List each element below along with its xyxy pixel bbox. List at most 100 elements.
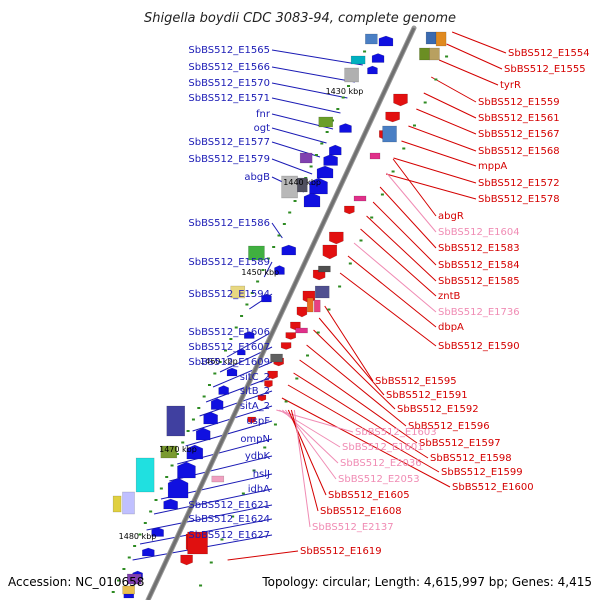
gene-label-right: SbBS512_E1578 bbox=[478, 194, 560, 205]
gene-label-center: SbBS512_E2036 bbox=[340, 458, 422, 469]
leader-line bbox=[299, 359, 418, 444]
minus-strand-gene bbox=[210, 398, 224, 410]
gene-label-left: ogt bbox=[254, 123, 270, 134]
leader-line bbox=[153, 488, 273, 515]
minus-strand-gene bbox=[274, 265, 285, 275]
gene-label-center: SbBS512_E1601 bbox=[342, 442, 424, 453]
leader-line bbox=[408, 125, 477, 152]
gene-label-left: SbBS512_E1594 bbox=[188, 289, 270, 300]
gene-label-left: SbBS512_E1577 bbox=[188, 137, 270, 148]
minus-strand-gene bbox=[378, 35, 394, 47]
leader-line bbox=[276, 409, 354, 433]
plus-strand-gene bbox=[329, 231, 344, 245]
minus-strand-gene bbox=[151, 527, 164, 537]
leader-line bbox=[392, 158, 437, 217]
gene-label-right: SbBS512_E1600 bbox=[452, 482, 534, 493]
gene-label-left: ydbK bbox=[245, 451, 271, 462]
minus-strand-gene bbox=[163, 498, 178, 510]
minus-strand-gene bbox=[323, 154, 338, 166]
leader-line bbox=[324, 305, 374, 382]
genome-summary-text: Topology: circular; Length: 4,615,997 bp… bbox=[261, 575, 592, 589]
scale-tick-label: 1450 kbp bbox=[241, 268, 279, 277]
plus-strand-gene bbox=[385, 111, 400, 123]
leader-line bbox=[318, 317, 385, 396]
gene-label-left: ompN bbox=[240, 434, 270, 445]
gene-label-right: SbBS512_E1583 bbox=[438, 243, 520, 254]
gene-label-left: SbBS512_E1607 bbox=[188, 342, 270, 353]
leader-line bbox=[386, 172, 437, 233]
scale-tick-label: 1440 kbp bbox=[283, 178, 321, 187]
scale-tick-labels: 1430 kbp 1440 kbp 1450 kbp 1460 kbp 1470 kbp… bbox=[119, 87, 364, 541]
gene-label-left: idhA bbox=[248, 484, 270, 495]
gene-label-center: SbBS512_E1603 bbox=[355, 427, 437, 438]
leader-line bbox=[438, 59, 499, 86]
feature-box bbox=[297, 177, 308, 193]
leader-line bbox=[393, 157, 477, 184]
leader-line bbox=[347, 255, 437, 328]
minus-strand-gene bbox=[303, 192, 321, 208]
plus-strand-gene bbox=[257, 394, 267, 402]
gene-label-right: SbBS512_E1567 bbox=[478, 129, 560, 140]
gene-label-left: fnr bbox=[256, 109, 271, 120]
leader-line bbox=[177, 438, 273, 465]
leader-line bbox=[293, 409, 311, 528]
plus-strand-gene bbox=[285, 332, 297, 340]
gene-label-left: sitC_2 bbox=[240, 372, 270, 383]
backbone-line bbox=[146, 27, 416, 600]
minus-strand-gene bbox=[243, 331, 255, 339]
gene-label-left: SbBS512_E1571 bbox=[188, 93, 270, 104]
feature-box bbox=[314, 285, 330, 299]
leader-line bbox=[306, 344, 407, 427]
gene-label-right: SbBS512_E1555 bbox=[504, 64, 586, 75]
gene-label-right: mppA bbox=[478, 161, 507, 172]
feature-box bbox=[353, 195, 367, 202]
gene-label-left: uspF bbox=[246, 416, 270, 427]
leader-line bbox=[360, 228, 437, 297]
leader-line bbox=[290, 409, 319, 512]
leader-line bbox=[227, 550, 299, 561]
plus-strand-gene bbox=[280, 342, 292, 350]
gene-label-right: SbBS512_E1568 bbox=[478, 146, 560, 157]
leader-line bbox=[205, 376, 273, 403]
gene-label-right: tyrR bbox=[500, 80, 521, 91]
leader-line bbox=[146, 504, 273, 531]
leader-line bbox=[212, 361, 273, 388]
leader-line bbox=[372, 201, 437, 266]
leader-line bbox=[271, 127, 327, 144]
scale-tick-label: 1430 kbp bbox=[326, 87, 364, 96]
gene-label-left: SbBS512_E1609 bbox=[188, 357, 270, 368]
leader-line bbox=[430, 76, 477, 103]
minus-strand-gene bbox=[339, 123, 352, 133]
minus-strand-gene bbox=[281, 244, 297, 256]
leader-line bbox=[446, 43, 503, 70]
minus-strand-gene bbox=[329, 144, 342, 156]
feature-box bbox=[435, 31, 447, 47]
minus-strand-gene bbox=[142, 547, 155, 557]
feature-box bbox=[211, 475, 225, 483]
leader-line bbox=[271, 82, 348, 99]
feature-box bbox=[248, 245, 265, 261]
plus-strand-gene bbox=[264, 380, 273, 388]
gene-label-right: SbBS512_E1597 bbox=[419, 438, 501, 449]
gene-label-left: abgB bbox=[244, 172, 270, 183]
gene-label-right: SbBS512_E1591 bbox=[386, 390, 468, 401]
leader-line bbox=[271, 97, 341, 114]
leader-line bbox=[271, 66, 355, 83]
gene-label-center: SbBS512_E1619 bbox=[300, 546, 382, 557]
feature-box bbox=[344, 67, 359, 83]
minus-strand-gene bbox=[177, 461, 196, 479]
gene-label-right: SbBS512_E1590 bbox=[438, 341, 520, 352]
gene-label-left: SbBS512_E1579 bbox=[188, 154, 270, 165]
gene-label-left: SbBS512_E1589 bbox=[188, 257, 270, 268]
gene-labels: SbBS512_E1565 SbBS512_E1566 SbBS512_E1570 S… bbox=[188, 45, 589, 557]
leader-line bbox=[271, 222, 283, 239]
feature-box bbox=[166, 405, 186, 437]
feature-box bbox=[365, 33, 378, 45]
feature-box bbox=[318, 116, 334, 128]
leader-line bbox=[353, 242, 437, 313]
feature-box bbox=[135, 457, 155, 493]
gene-label-right: SbBS512_E1596 bbox=[408, 421, 490, 432]
gene-label-left: hslJ bbox=[253, 469, 270, 480]
leader-line bbox=[281, 397, 451, 488]
